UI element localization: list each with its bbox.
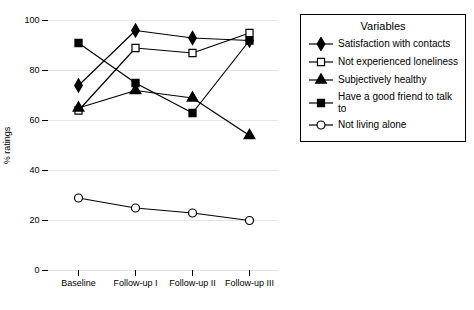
- svg-text:Follow-up I: Follow-up I: [113, 278, 157, 288]
- svg-text:Follow-up III: Follow-up III: [225, 278, 274, 288]
- svg-text:% ratings: % ratings: [2, 126, 12, 164]
- svg-text:100: 100: [24, 15, 39, 25]
- svg-text:Baseline: Baseline: [61, 278, 96, 288]
- svg-text:0: 0: [34, 265, 39, 275]
- svg-text:Follow-up II: Follow-up II: [169, 278, 216, 288]
- html-text:Not experienced loneliness: Not experienced loneliness: [338, 56, 459, 68]
- html-text:Have a good friend to talk to: Have a good friend to talk to: [338, 91, 452, 114]
- svg-text:20: 20: [29, 215, 39, 225]
- svg-text:60: 60: [29, 115, 39, 125]
- html-text:Not living alone: Not living alone: [338, 119, 407, 131]
- html-text:Variables: Variables: [360, 20, 406, 32]
- svg-text:80: 80: [29, 65, 39, 75]
- html-text:Subjectively healthy: Subjectively healthy: [338, 74, 427, 86]
- html-text:Satisfaction with contacts: Satisfaction with contacts: [338, 38, 451, 50]
- svg-text:40: 40: [29, 165, 39, 175]
